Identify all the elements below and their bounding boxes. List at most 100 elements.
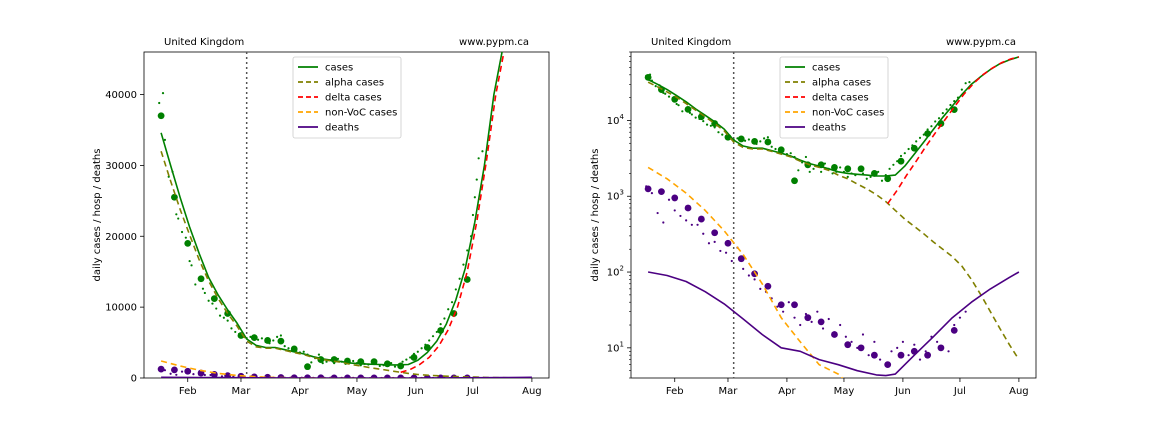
cases-point [823,162,827,165]
deaths-point [804,312,808,316]
cases-point [197,275,205,283]
alpha_cases-line [647,81,1020,361]
cases-point [215,307,218,310]
cases-point [694,116,697,119]
deaths-point [941,346,944,349]
x-tick-label: Mar [719,386,739,397]
cases-line [647,56,1020,177]
deaths-point [730,259,733,263]
cases-point [412,352,416,356]
chart-left-title: United Kingdom [164,37,244,48]
cases-point [797,169,800,172]
deaths-point [724,251,728,254]
cases-point [268,342,271,345]
deaths-point [163,369,167,372]
deaths-point [816,310,819,313]
cases-point [888,167,891,170]
cases-point [690,113,693,116]
y-axis-label: daily cases / hosp / deaths [590,149,601,282]
deaths-point [964,310,967,313]
legend-box [292,56,402,139]
cases-point [211,302,214,305]
deaths-point [791,301,798,309]
cases-point [808,170,811,173]
cases-point [884,175,892,183]
deaths-point [776,305,779,308]
deaths-point [804,314,812,322]
cases-point [910,144,918,152]
deaths-point [667,198,671,201]
plot-area: Feb Mar Apr May Jun Jul Aug 0 10000 20000 30000 400… [105,52,542,397]
deaths-point [817,318,825,326]
deaths-point [884,361,892,369]
y-tick-label: 104 [607,113,625,127]
y-tick-label: 103 [607,189,624,203]
deaths-point [787,301,790,304]
cases-point [230,327,233,330]
x-tick-label: Jul [466,386,479,397]
deaths-point [186,372,189,375]
cases-point [759,140,762,143]
cases-point [857,165,865,173]
deaths-point [897,351,905,359]
cases-point [336,357,340,360]
deaths-point [690,223,693,226]
deaths-point [685,219,688,222]
cases-point [378,364,381,368]
cases-point [256,338,260,341]
cases-point [869,175,872,178]
cases-point [755,142,758,146]
deaths-point [264,373,271,378]
cases-point [736,137,739,140]
cases-point [709,124,712,127]
chart-log: United Kingdom www.pypm.ca daily cases /… [590,37,1037,397]
deaths-point [180,370,184,373]
cases-point [865,177,868,180]
legend: cases alpha cases delta cases non-VoC cases… [779,56,889,139]
cases-point [945,108,948,111]
deaths-point [747,274,750,277]
plot-area: Feb Mar Apr May Jun Jul Aug 101 102 103 104 [607,51,1029,397]
cases-point [949,103,952,107]
deaths-point [924,351,932,359]
deaths-point [650,192,654,195]
cases-point [770,145,773,148]
deaths-point [696,223,699,226]
y-tick-label: 0 [131,374,137,385]
legend-box [779,56,889,139]
cases-point [304,363,311,371]
deaths-point [656,211,659,215]
deaths-point [896,346,899,349]
deaths-point [702,232,705,235]
legend: cases alpha cases delta cases non-VoC cases… [292,56,402,139]
cases-point [481,150,484,153]
cases-point [930,125,933,128]
cases-point [431,335,435,338]
cases-point [428,339,431,342]
cases-point [812,167,815,170]
cases-point [463,276,471,283]
deaths-point [924,350,927,353]
cases-point [439,323,442,326]
data-layer [157,52,532,378]
cases-point [664,92,667,95]
cases-point [201,287,205,290]
deaths-point [209,373,212,377]
cases-point [880,179,884,182]
deaths-point [833,331,836,334]
cases-point [645,74,648,77]
deaths-point [719,249,722,253]
x-tick-label: Jun [407,386,424,397]
deaths-point [203,373,206,377]
cases-point [685,108,688,111]
cases-point [820,170,823,173]
chart-linear: United Kingdom www.pypm.ca daily cases /… [92,37,550,397]
cases-point [941,112,944,115]
cases-point [789,152,792,155]
x-tick-label: Aug [522,386,542,397]
cases-point [662,91,665,94]
cases-point [953,100,956,103]
legend-label: alpha cases [325,78,384,89]
cases-point [466,249,469,252]
legend-label: alpha cases [812,78,871,89]
